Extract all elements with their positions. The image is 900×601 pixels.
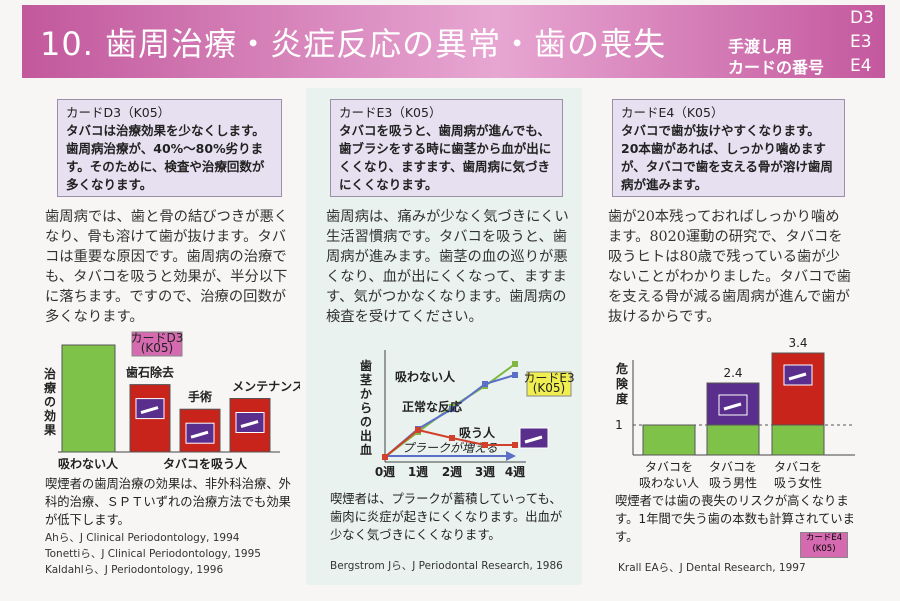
tag: カードE4 (K05) [800, 532, 848, 558]
x-label: タバコを [709, 460, 757, 474]
caption: 喫煙者は、プラークが蓄積していっても、歯肉に炎症が起きにくくなります。出血が少な… [330, 492, 563, 542]
cig [723, 402, 742, 411]
arrow-head [506, 451, 516, 461]
y-axis-label: 険 [616, 376, 629, 391]
y-axis-label: 危 [615, 361, 628, 376]
bar [61, 344, 116, 453]
card-label: カードD3（K05） [66, 104, 175, 122]
header-band: 10. 歯周治療・炎症反応の異常・歯の喪失 手渡し用 カードの番号 D3 E3 … [22, 5, 885, 78]
tag-box [526, 371, 572, 397]
x-label: タバコを [645, 460, 693, 474]
caption: 喫煙者では歯の喪失のリスクが高くなります。1年間で失う歯の本数も計算されています… [615, 494, 855, 544]
bar-base [642, 424, 696, 456]
note: 手渡し用 [728, 37, 793, 56]
x-label: タバコを [774, 460, 822, 474]
tag-text: カードE4 [805, 533, 843, 543]
tag-text: カードE3 [523, 371, 574, 385]
y-axis-label: 療 [44, 380, 56, 395]
x-tick-label: 0週 [375, 464, 395, 479]
x-label: 吸う男性 [709, 476, 757, 490]
title: 10. 歯周治療・炎症反応の異常・歯の喪失 [40, 25, 667, 63]
legend-label: 吸う人 [459, 425, 496, 440]
tag-text: (K05) [812, 544, 836, 554]
reference: Kaldahlら、J Periodontology, 1996 [45, 564, 224, 576]
value-label: 3.4 [788, 336, 807, 350]
tag-text: (K05) [533, 381, 566, 395]
point [512, 372, 518, 378]
card: カードE4（K05） タバコで歯が抜けやすくなります。20本歯があれば、しっかり噛… [612, 99, 845, 197]
reference: Tonettiら、J Clinical Periodontology, 1995 [45, 548, 261, 560]
body-text: 歯周病は、痛みが少なく気づきにくい生活習慣病です。タバコを吸うと、歯周病が進みま… [326, 209, 569, 325]
y-axis-label: 血 [360, 442, 372, 457]
card-text: タバコを吸うと、歯周病が進んでも、歯ブラシをする時に歯茎から血が出にくくなり、ま… [339, 123, 552, 192]
bar-label: 手術 [188, 389, 212, 404]
cig [524, 435, 543, 444]
point [482, 442, 488, 448]
card-number: E4 [850, 56, 872, 76]
card: カードE3（K05） タバコを吸うと、歯周病が進んでも、歯ブラシをする時に歯茎から… [330, 99, 563, 197]
value-label: 2.4 [723, 366, 742, 380]
y-axis-label: ら [360, 401, 372, 415]
bar-base [706, 424, 760, 456]
card-label: カードE3（K05） [339, 104, 446, 122]
tag-box [131, 331, 183, 357]
bar-label: メンテナンス [232, 380, 300, 394]
x-label: 吸わない人 [58, 456, 119, 471]
point [512, 361, 518, 367]
x-tick-label: 3週 [475, 464, 495, 479]
point [482, 381, 488, 387]
point [382, 454, 388, 460]
x-tick-label: 4週 [505, 464, 525, 479]
annotation: プラークが増える [402, 441, 498, 455]
cig [140, 406, 159, 415]
point [449, 435, 455, 441]
y-axis-label: の [44, 395, 56, 409]
card: カードD3（K05） タバコは治療効果を少なくします。歯周病治療が、40%～80%… [57, 99, 282, 197]
legend-label: 正常な反応 [402, 399, 462, 414]
legend-label: 吸わない人 [395, 369, 456, 384]
tag-text: (K05) [141, 341, 174, 355]
group-label: タバコを吸う人 [163, 456, 248, 471]
card-text: タバコは治療効果を少なくします。歯周病治療が、40%～80%劣ります。そのために… [66, 123, 265, 192]
y-axis-label: 茎 [360, 372, 372, 387]
x-label: 吸わない人 [639, 476, 699, 490]
body-text: 歯周病では、歯と骨の結びつきが悪くなり、骨も溶けて歯が抜けます。タバコは重要な原… [45, 209, 289, 325]
caption: 喫煙者の歯周治療の効果は、非外科治療、外科的治療、ＳＰＴいずれの治療方法でも効果… [45, 477, 291, 527]
card-text: タバコで歯が抜けやすくなります。20本歯があれば、しっかり噛めますが、タバコで歯… [621, 123, 833, 192]
y-axis-label: 度 [616, 391, 629, 406]
cig [190, 430, 209, 439]
cig [240, 420, 259, 428]
y-axis-label: か [360, 387, 372, 401]
y-axis-label: 効 [44, 408, 56, 423]
x-label: 吸う女性 [774, 475, 822, 490]
y-axis-label: 歯 [360, 358, 372, 373]
y-axis-label: 治 [44, 366, 56, 381]
point [449, 406, 455, 412]
point [512, 442, 518, 448]
note: カードの番号 [728, 58, 825, 77]
cig [788, 372, 807, 381]
x-tick-label: 1週 [408, 464, 428, 479]
card-number: E3 [850, 32, 872, 52]
reference: Bergstrom Jら、J Periodontal Research, 198… [330, 560, 563, 572]
reference: Ahら、J Clinical Periodontology, 1994 [45, 532, 240, 544]
body-text: 歯が20本残っておればしっかり噛めます。8020運動の研究で、タバコを吸うヒトは… [608, 209, 852, 325]
y-axis-label: 果 [43, 423, 56, 437]
card-number: D3 [850, 8, 874, 28]
reference: Krall EAら、J Dental Research, 1997 [618, 562, 806, 574]
card-label: カードE4（K05） [621, 104, 728, 122]
y-axis-label: 出 [360, 428, 372, 443]
tag-text: カードD3 [131, 331, 184, 345]
y-tick-label: 1 [615, 418, 623, 432]
bar-label: 歯石除去 [126, 365, 174, 380]
y-axis-label: の [360, 415, 372, 429]
x-tick-label: 2週 [442, 464, 462, 479]
bar-base [771, 424, 825, 456]
point [415, 427, 421, 433]
